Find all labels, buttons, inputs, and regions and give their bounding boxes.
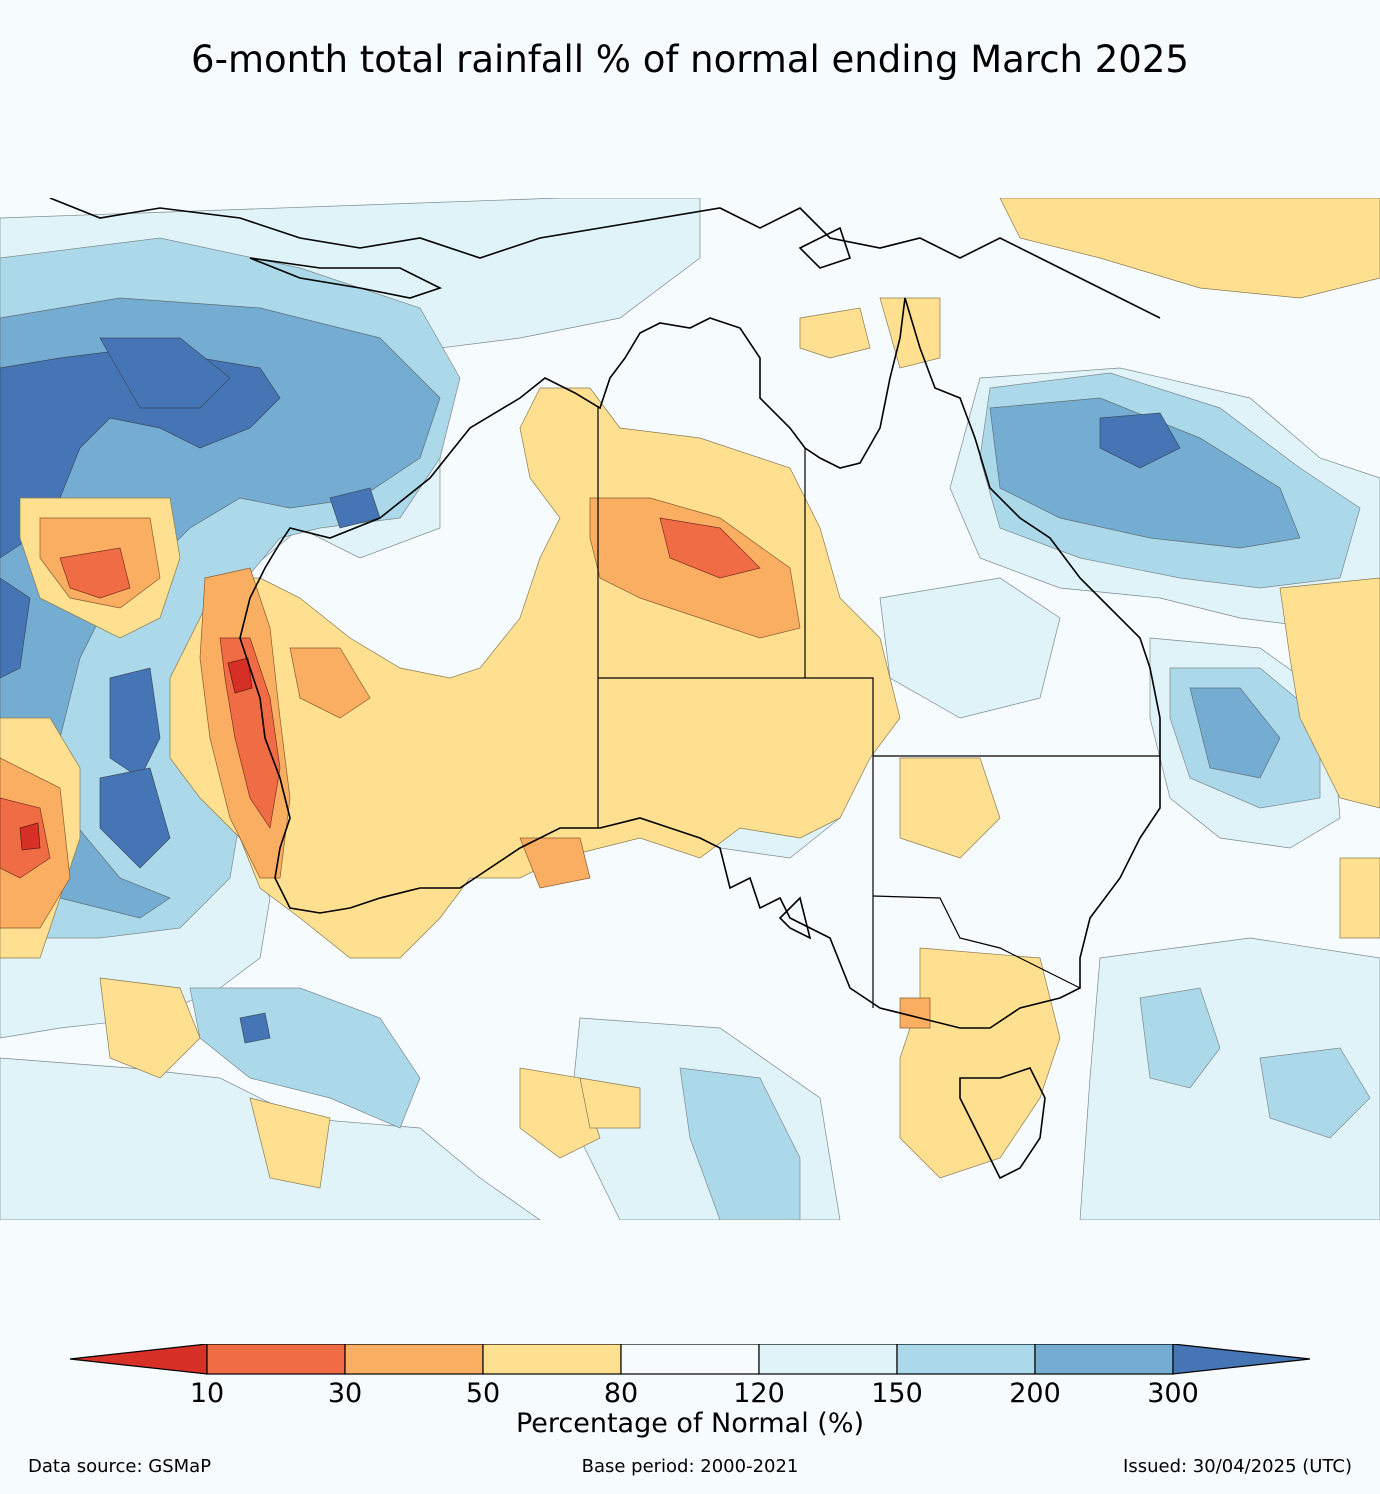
colorbar: [0, 1330, 1380, 1430]
colorbar-tick-label: 120: [733, 1378, 785, 1409]
colorbar-tick-label: 30: [327, 1378, 363, 1409]
colorbar-tick-label: 150: [871, 1378, 923, 1409]
issued-date-label: Issued: 30/04/2025 (UTC): [1123, 1456, 1352, 1477]
colorbar-swatch-30_50: [344, 1344, 484, 1375]
band-above-300: [0, 337, 1181, 1044]
colorbar-extend-high: [1172, 1344, 1311, 1375]
coastline: [49, 198, 1161, 1180]
base-period-label: Base period: 2000-2021: [581, 1456, 799, 1477]
colorbar-swatch-150_200: [896, 1344, 1036, 1375]
colorbar-extend-low: [69, 1344, 208, 1375]
colorbar-swatch-10_30: [206, 1344, 346, 1375]
colorbar-tick-label: 50: [465, 1378, 501, 1409]
colorbar-swatch-120_150: [758, 1344, 898, 1375]
rainfall-map: [0, 198, 1380, 1220]
state-borders: [597, 406, 1160, 1008]
colorbar-tick-label: 80: [603, 1378, 639, 1409]
colorbar-tick-label: 10: [189, 1378, 225, 1409]
colorbar-label: Percentage of Normal (%): [515, 1408, 865, 1439]
colorbar-tick-label: 200: [1009, 1378, 1061, 1409]
colorbar-swatch-200_300: [1034, 1344, 1174, 1375]
map-title: 6-month total rainfall % of normal endin…: [191, 38, 1189, 81]
colorbar-swatch-50_80: [482, 1344, 622, 1375]
colorbar-swatch-80_120: [620, 1344, 760, 1375]
band-below-10: [19, 657, 253, 851]
data-source-label: Data source: GSMaP: [28, 1456, 212, 1477]
colorbar-tick-label: 300: [1147, 1378, 1199, 1409]
